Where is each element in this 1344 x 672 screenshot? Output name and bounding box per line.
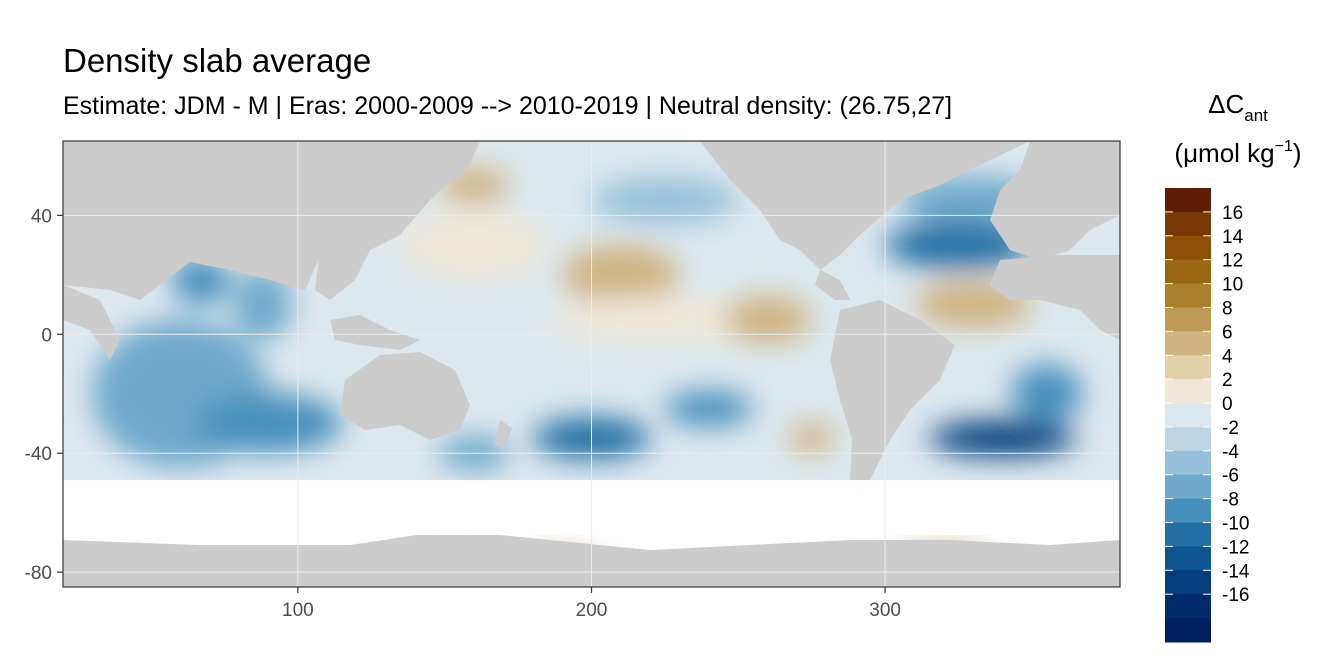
land-africa-west	[990, 255, 1120, 340]
legend-label: 10	[1222, 275, 1243, 296]
anomaly-region-5	[400, 209, 548, 281]
legend-unit: (μmol kg−1)	[1174, 138, 1301, 168]
y-axis: 40 0 -40 -80	[25, 206, 63, 584]
legend-swatch-12	[1165, 474, 1211, 500]
anomaly-region-7	[591, 176, 739, 225]
y-tick-label: 0	[41, 325, 52, 346]
land-africa-south	[63, 285, 120, 360]
legend: ΔCant (μmol kg−1) 16 14 12 108 6 4 2 0 -2 -4 -6 -8 -…	[1165, 89, 1302, 643]
legend-label: -4	[1222, 442, 1239, 463]
land-new-zealand	[495, 420, 512, 450]
legend-unit-sup: −1	[1275, 138, 1293, 155]
legend-label: -2	[1222, 418, 1239, 439]
land-australia	[340, 352, 470, 440]
y-tick-label: -40	[25, 444, 52, 465]
legend-swatch-0	[1165, 188, 1211, 213]
legend-label: -12	[1222, 537, 1249, 558]
y-tick-label: -80	[25, 563, 52, 584]
legend-swatch-14	[1165, 522, 1211, 547]
grid-lines	[63, 141, 1120, 587]
legend-swatch-2	[1165, 235, 1211, 261]
legend-swatch-10	[1165, 426, 1211, 452]
legend-swatch-17	[1165, 594, 1211, 619]
legend-label: -8	[1222, 490, 1239, 511]
legend-title-main: ΔC	[1208, 89, 1244, 119]
x-axis: 100 200 300	[282, 587, 901, 621]
anomaly-region-10	[723, 295, 812, 344]
legend-swatch-7	[1165, 355, 1211, 380]
anomaly-region-6	[562, 245, 680, 305]
anomaly-region-1	[233, 268, 293, 341]
land-europe	[990, 141, 1120, 260]
land-south-america	[830, 300, 955, 500]
legend-label: 14	[1222, 227, 1244, 248]
legend-labels: 16 14 12 108 6 4 2 0 -2 -4 -6 -8 -10-12 -14 -16	[1165, 203, 1250, 606]
legend-colorbar	[1165, 188, 1211, 643]
legend-swatch-11	[1165, 450, 1211, 476]
legend-label: -10	[1222, 514, 1249, 535]
anomaly-region-9	[547, 295, 783, 344]
chart-title: Density slab average	[63, 42, 372, 79]
x-tick-label: 300	[869, 600, 901, 621]
chart-subtitle: Estimate: JDM - M | Eras: 2000-2009 --> …	[63, 92, 953, 120]
anomaly-region-3	[195, 393, 342, 454]
map-layer	[63, 141, 1120, 587]
land-indonesia	[330, 315, 420, 350]
anomaly-region-12	[664, 390, 753, 427]
legend-label: 0	[1222, 394, 1233, 415]
legend-title-sub: ant	[1244, 106, 1268, 125]
legend-swatch-9	[1165, 403, 1211, 428]
legend-swatch-18	[1165, 618, 1211, 643]
legend-unit-post: )	[1293, 138, 1302, 168]
legend-swatch-5	[1165, 307, 1211, 332]
legend-label: 6	[1222, 322, 1233, 343]
legend-title: ΔCant	[1208, 89, 1268, 125]
land-central-america	[815, 270, 850, 300]
legend-swatch-16	[1165, 570, 1211, 595]
anomaly-region-18	[1011, 364, 1082, 424]
legend-label: 12	[1222, 251, 1243, 272]
legend-swatch-3	[1165, 259, 1211, 285]
anomaly-region-17	[929, 420, 1076, 457]
anomaly-region-13	[788, 423, 836, 454]
legend-label: -14	[1222, 561, 1250, 582]
legend-unit-pre: (μmol kg	[1174, 138, 1274, 168]
land-mask	[63, 141, 1120, 587]
legend-label: -16	[1222, 585, 1249, 606]
legend-swatch-1	[1165, 211, 1211, 237]
legend-swatch-15	[1165, 546, 1211, 571]
land-east-asia	[315, 141, 480, 300]
legend-swatch-13	[1165, 498, 1211, 524]
anomaly-region-14	[885, 221, 1032, 269]
legend-swatch-8	[1165, 379, 1211, 404]
y-tick-label: 40	[31, 206, 52, 227]
legend-swatch-4	[1165, 283, 1211, 308]
legend-swatch-6	[1165, 331, 1211, 356]
legend-label: 2	[1222, 370, 1233, 391]
x-tick-label: 200	[576, 600, 608, 621]
legend-label: 8	[1222, 298, 1233, 319]
legend-label: 4	[1222, 346, 1233, 367]
legend-label: 16	[1222, 203, 1243, 224]
legend-label: -6	[1222, 466, 1239, 487]
anomaly-region-2	[171, 256, 231, 305]
land-north-america	[700, 141, 1030, 270]
x-tick-label: 100	[282, 600, 314, 621]
